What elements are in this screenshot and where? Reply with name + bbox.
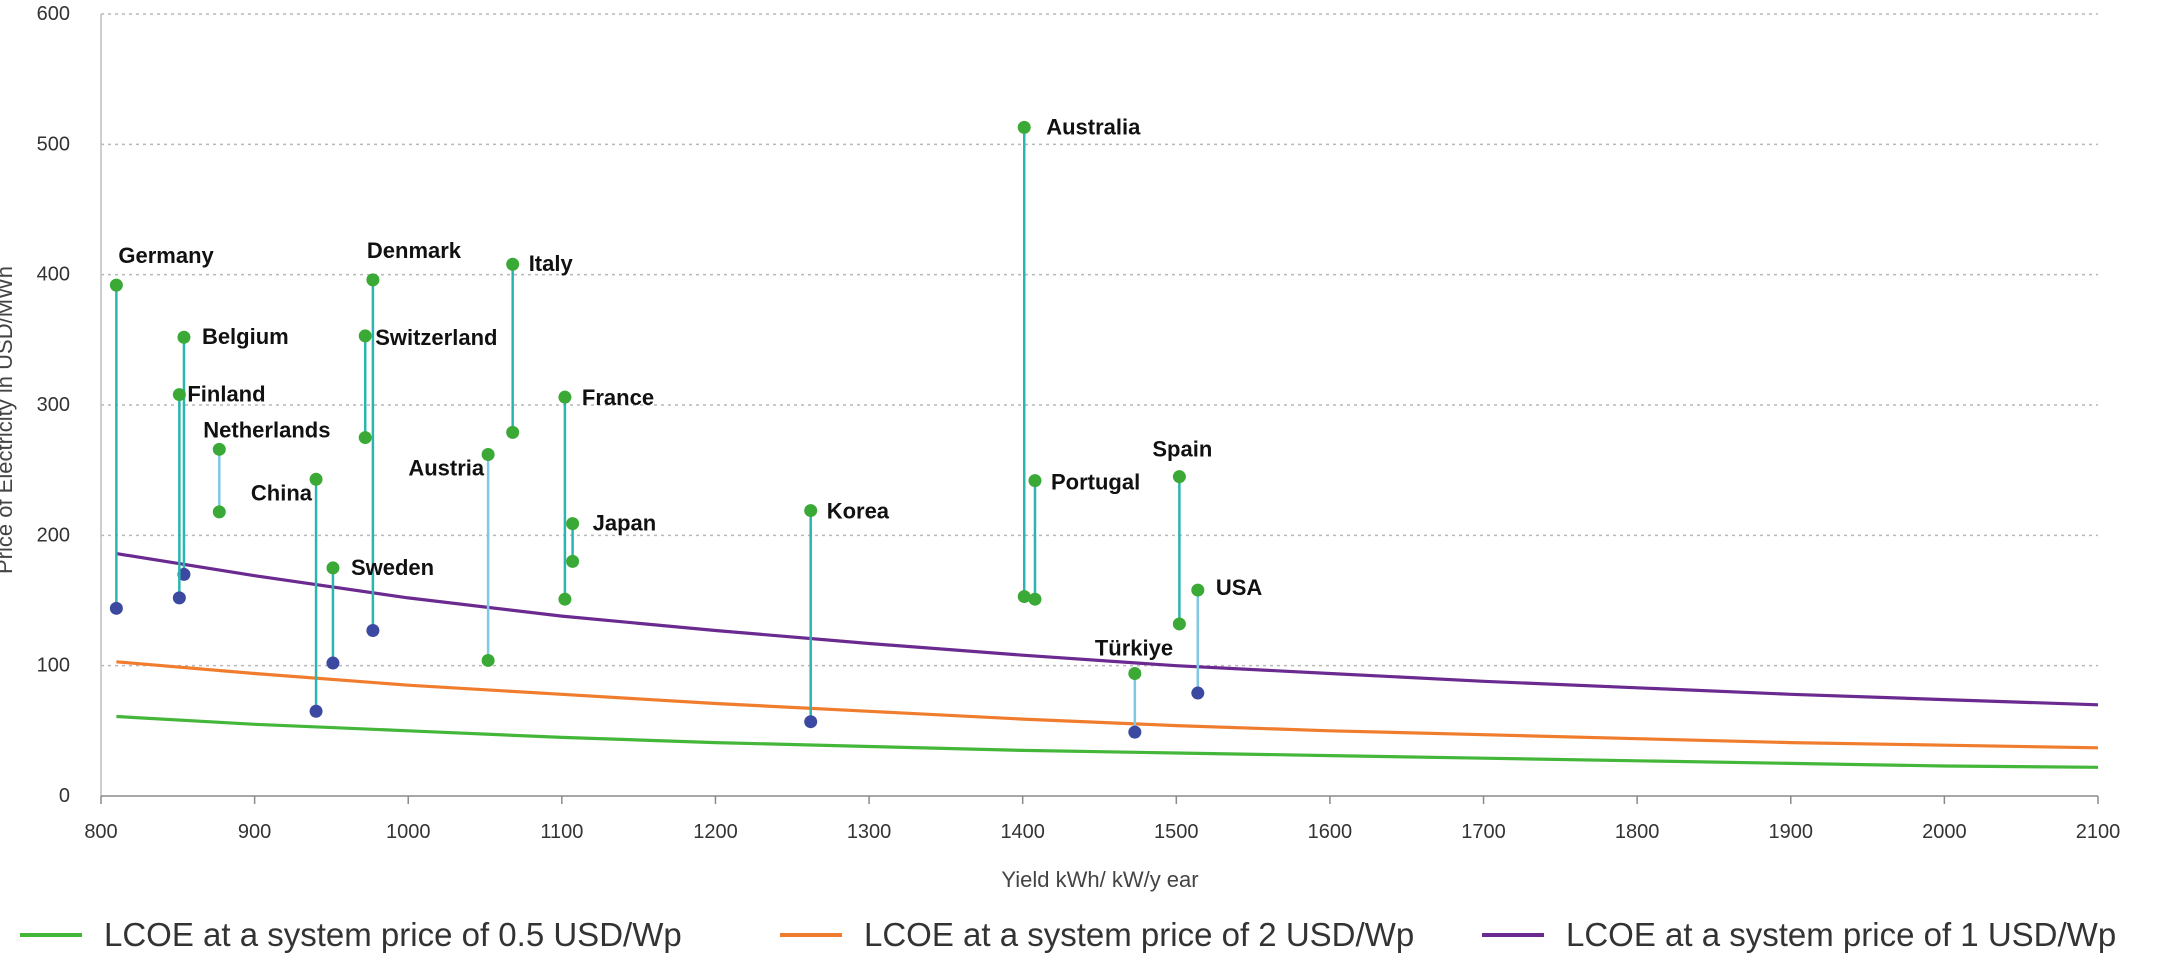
x-tick-label-9: 1700 [1461,821,1506,843]
high-point-13 [1017,120,1031,134]
x-tick-label-10: 1800 [1615,821,1660,843]
x-tick-label-3: 1100 [540,821,583,843]
legend-label-1: LCOE at a system price of 2 USD/Wp [864,916,1415,953]
y-tick-label-0: 0 [59,785,70,807]
x-tick-label-13: 2100 [2076,821,2121,843]
country-label-16: Spain [1152,437,1212,462]
series-line-1 [116,660,2099,750]
high-point-4 [309,472,323,486]
country-label-17: USA [1216,575,1263,600]
high-point-7 [358,329,372,343]
country-labels: Germany Belgium Finland Netherlands China Swe… [118,114,1262,660]
country-label-5: Sweden [351,555,434,580]
high-point-5 [326,561,340,575]
high-point-10 [558,390,572,404]
country-label-3: Netherlands [203,417,330,442]
x-tick-label-12: 2000 [1922,821,1967,843]
low-point-3 [212,505,226,519]
x-tick-label-2: 1000 [386,821,431,843]
high-point-9 [506,257,520,271]
low-point-2 [172,591,186,605]
country-label-1: Belgium [202,324,289,349]
high-point-3 [212,442,226,456]
low-point-15 [1128,725,1142,739]
country-label-7: Switzerland [375,325,497,350]
country-label-2: Finland [187,382,265,407]
series-line-0 [116,714,2099,769]
x-tick-label-11: 1900 [1769,821,1814,843]
legend-item-0: LCOE at a system price of 0.5 USD/Wp [20,916,682,954]
high-point-1 [177,330,191,344]
y-tick-label-3: 300 [37,394,70,416]
low-point-5 [326,656,340,670]
high-point-2 [172,388,186,402]
legend-label-0: LCOE at a system price of 0.5 USD/Wp [104,916,682,953]
high-point-12 [804,504,818,518]
y-axis-title: Price of Electricity in USD/MWh [0,266,17,574]
country-ranges [109,120,1205,739]
axes [100,14,2099,804]
low-point-17 [1191,686,1205,700]
high-point-0 [109,278,123,292]
low-point-6 [366,623,380,637]
low-point-9 [506,425,520,439]
legend-item-1: LCOE at a system price of 2 USD/Wp [780,916,1414,954]
y-tick-label-5: 500 [37,133,70,155]
legend-item-2: LCOE at a system price of 1 USD/Wp [1482,916,2116,954]
x-tick-label-8: 1600 [1308,821,1353,843]
low-point-4 [309,704,323,718]
country-label-11: Japan [593,511,657,536]
country-label-12: Korea [827,499,890,524]
x-tick-label-4: 1200 [693,821,738,843]
high-point-17 [1191,583,1205,597]
country-label-9: Italy [529,251,574,276]
legend-swatch-1 [780,933,842,937]
legend-swatch-0 [20,933,82,937]
y-tick-label-2: 200 [37,524,70,546]
country-label-6: Denmark [367,238,462,263]
lcoe-curves [116,552,2099,769]
high-point-11 [566,517,580,531]
legend: LCOE at a system price of 0.5 USD/Wp LCO… [0,916,2171,960]
high-point-16 [1172,470,1186,484]
y-tick-labels: 0 100 200 300 400 500 600 [37,3,70,807]
x-axis-title: Yield kWh/ kW/y ear [1001,867,1198,892]
y-tick-label-1: 100 [37,655,70,677]
x-tick-label-6: 1400 [1000,821,1045,843]
low-point-12 [804,715,818,729]
low-point-16 [1172,617,1186,631]
x-tick-label-7: 1500 [1154,821,1199,843]
low-point-11 [566,554,580,568]
lcoe-chart: 0 100 200 300 400 500 600 800 900 1000 1100 1200 13… [0,3,2120,892]
x-tick-label-1: 900 [238,821,271,843]
country-label-15: Türkiye [1095,635,1173,660]
country-label-10: France [582,385,654,410]
low-point-10 [558,592,572,606]
y-tick-label-6: 600 [37,3,70,25]
legend-label-2: LCOE at a system price of 1 USD/Wp [1566,916,2117,953]
low-point-14 [1028,592,1042,606]
low-point-1 [177,567,191,581]
x-tick-label-5: 1300 [847,821,892,843]
series-line-2 [116,552,2099,707]
country-label-8: Austria [408,456,485,481]
country-label-14: Portugal [1051,470,1140,495]
country-label-13: Australia [1046,114,1141,139]
y-tick-label-4: 400 [37,264,70,286]
low-point-7 [358,431,372,445]
legend-swatch-2 [1482,933,1544,937]
x-tick-label-0: 800 [84,821,117,843]
country-label-4: China [251,480,313,505]
low-point-13 [1017,590,1031,604]
high-point-8 [481,448,495,462]
low-point-0 [109,601,123,615]
country-label-0: Germany [118,243,214,268]
x-tick-labels: 800 900 1000 1100 1200 1300 1400 1500 1600 1700 18… [84,821,2120,843]
high-point-15 [1128,666,1142,680]
high-point-6 [366,273,380,287]
high-point-14 [1028,474,1042,488]
low-point-8 [481,653,495,667]
